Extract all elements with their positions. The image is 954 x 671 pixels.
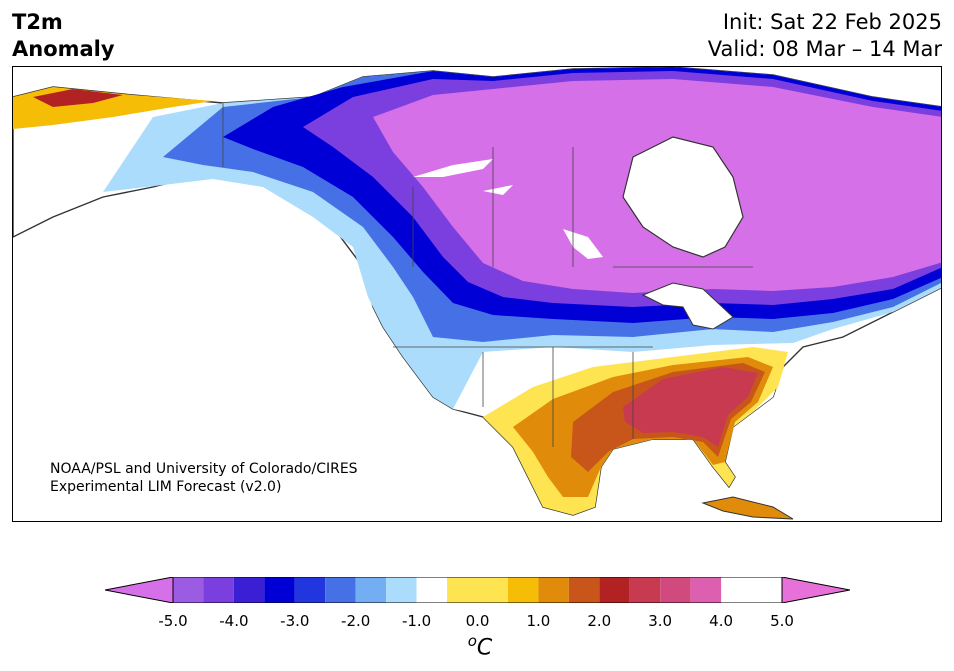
canada-lakes bbox=[413, 159, 603, 259]
colorbar-tick-label: 3.0 bbox=[648, 612, 673, 630]
colorbar-bin bbox=[447, 577, 508, 603]
colorbar-extend-high bbox=[781, 577, 850, 603]
colorbar-bin bbox=[416, 577, 448, 603]
colorbar-bin bbox=[173, 577, 204, 603]
init-date: Init: Sat 22 Feb 2025 bbox=[722, 10, 942, 34]
colorbar-bin bbox=[599, 577, 630, 603]
colorbar-tick-label: -2.0 bbox=[341, 612, 371, 630]
colorbar-tick-label: -5.0 bbox=[158, 612, 188, 630]
valid-range: Valid: 08 Mar – 14 Mar bbox=[707, 37, 942, 61]
colorbar-tick-label: -3.0 bbox=[280, 612, 310, 630]
forecast-dates: Init: Sat 22 Feb 2025 Valid: 08 Mar – 14… bbox=[708, 9, 942, 63]
colorbar-frame bbox=[172, 577, 783, 603]
colorbar-bin bbox=[233, 577, 265, 603]
colorbar-bin bbox=[294, 577, 326, 603]
colorbar-bin bbox=[507, 577, 539, 603]
colorbar-tick-label: 0.0 bbox=[465, 612, 490, 630]
colorbar-bin bbox=[660, 577, 691, 603]
colorbar-tick-label: -4.0 bbox=[219, 612, 249, 630]
map-title: T2m Anomaly bbox=[12, 9, 115, 63]
colorbar-bin bbox=[264, 577, 295, 603]
colorbar-bin bbox=[386, 577, 417, 603]
anomaly-map: NOAA/PSL and University of Colorado/CIRE… bbox=[12, 66, 942, 522]
colorbar-bin bbox=[690, 577, 722, 603]
colorbar-extend-low bbox=[105, 577, 174, 603]
colorbar-tick-label: 4.0 bbox=[709, 612, 734, 630]
map-canvas bbox=[13, 67, 941, 520]
colorbar-tick-label: -1.0 bbox=[401, 612, 432, 630]
cuba-island bbox=[701, 496, 794, 520]
great-lakes bbox=[641, 282, 734, 330]
hudson-bay bbox=[622, 136, 744, 258]
credit-line-1: NOAA/PSL and University of Colorado/CIRE… bbox=[50, 461, 358, 477]
borders bbox=[222, 103, 753, 447]
unit-degree: o bbox=[467, 632, 477, 650]
colorbar-bin bbox=[629, 577, 661, 603]
colorbar-bins bbox=[173, 577, 722, 603]
colorbar-bin bbox=[203, 577, 234, 603]
colorbar-tick-label: 2.0 bbox=[587, 612, 612, 630]
colorbar-bin bbox=[325, 577, 356, 603]
colorbar bbox=[105, 577, 850, 603]
colorbar-bin bbox=[355, 577, 387, 603]
colorbar-bin bbox=[568, 577, 600, 603]
colorbar-bin bbox=[538, 577, 569, 603]
anomaly-warm-alaska-core bbox=[33, 89, 123, 107]
colorbar-tick-label: 5.0 bbox=[770, 612, 794, 630]
unit-celsius: C bbox=[476, 635, 493, 661]
title-line-variable: T2m bbox=[12, 10, 63, 34]
colorbar-unit: oC bbox=[460, 632, 500, 660]
title-line-anomaly: Anomaly bbox=[12, 37, 115, 61]
credit-line-2: Experimental LIM Forecast (v2.0) bbox=[50, 479, 282, 495]
anomaly-warm-extreme bbox=[623, 367, 758, 447]
colorbar-tick-label: 1.0 bbox=[526, 612, 551, 630]
